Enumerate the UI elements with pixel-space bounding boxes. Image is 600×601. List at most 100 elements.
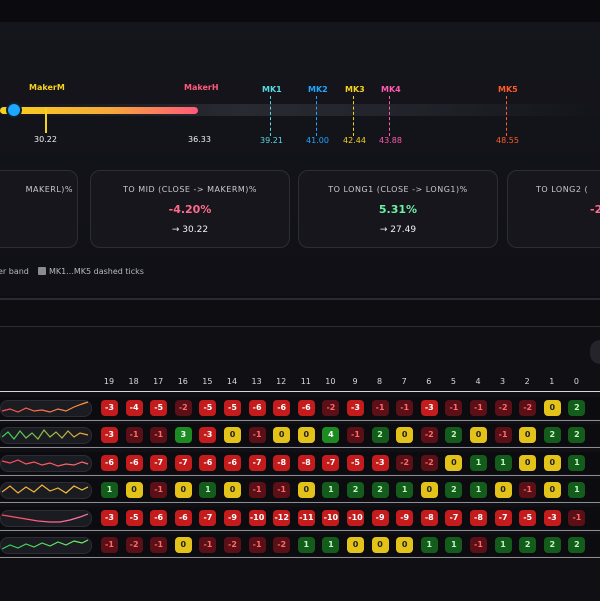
sparkline-path <box>1 429 89 440</box>
grid-cell: 0 <box>125 482 143 498</box>
card-title: TO LONG1 (CLOSE -> LONG1)% <box>328 185 468 194</box>
grid-cell: -3 <box>371 455 389 471</box>
mark-tick-3 <box>353 96 354 136</box>
grid-cell: 1 <box>420 537 438 553</box>
grid-cell: -2 <box>224 537 241 553</box>
mark-tick-1 <box>270 96 271 136</box>
column-header: 5 <box>450 377 456 386</box>
card-to-mid: TO MID (CLOSE -> MAKERM)% -4.20% → 30.22 <box>90 170 290 248</box>
legend-dashed-text: MK1...MK5 dashed ticks <box>49 267 144 276</box>
grid-cell: 3 <box>174 427 192 443</box>
row-divider <box>0 502 600 503</box>
legend-swatch <box>38 267 46 275</box>
grid-cell: -9 <box>371 510 389 526</box>
column-header: 13 <box>251 377 262 386</box>
column-header: 1 <box>549 377 555 386</box>
grid-cell: -1 <box>150 482 168 498</box>
column-header: 8 <box>377 377 383 386</box>
sparkline-path <box>1 513 89 523</box>
grid-cell: -6 <box>125 455 143 471</box>
grid-cell: 2 <box>543 427 561 443</box>
sparkline-box <box>0 400 92 417</box>
grid-cell: 1 <box>568 482 586 498</box>
grid-cell: -2 <box>273 537 291 553</box>
sparkline-path <box>1 539 89 550</box>
grid-cell: 0 <box>297 482 315 498</box>
row-divider <box>0 447 600 448</box>
grid-cell: -1 <box>248 427 266 443</box>
grid-cell: 1 <box>322 482 340 498</box>
grid-cell: -1 <box>470 537 487 553</box>
grid-cell: 1 <box>470 482 487 498</box>
card-title: TO MID (CLOSE -> MAKERM)% <box>122 185 258 194</box>
sparkline <box>1 484 89 494</box>
column-header: 17 <box>153 377 164 386</box>
grid-cell: -9 <box>396 510 414 526</box>
column-header: 6 <box>426 377 432 386</box>
sparkline-path <box>1 484 89 494</box>
row-divider <box>0 475 600 476</box>
grid-cell: -9 <box>224 510 241 526</box>
row-divider <box>0 557 600 558</box>
grid-cell: -10 <box>347 510 364 526</box>
grid-cell: 1 <box>322 537 340 553</box>
grid-cell: -7 <box>150 455 168 471</box>
current-price-marker[interactable] <box>6 102 22 118</box>
grid-cell: 0 <box>494 482 512 498</box>
price-levels-panel <box>0 22 600 296</box>
grid-cell: 0 <box>519 427 537 443</box>
grid-cell: -2 <box>420 455 438 471</box>
grid-cell: -10 <box>248 510 266 526</box>
grid-cell: -5 <box>347 455 364 471</box>
grid-cell: 2 <box>543 537 561 553</box>
grid-cell: -6 <box>199 455 217 471</box>
sparkline <box>1 429 89 440</box>
mark-tick-2 <box>316 96 317 136</box>
grid-cell: 0 <box>543 455 561 471</box>
grid-cell: -6 <box>273 400 291 416</box>
grid-cell: -7 <box>199 510 217 526</box>
grid-cell: -1 <box>248 482 266 498</box>
column-header: 14 <box>226 377 238 386</box>
mark-value-4: 43.88 <box>379 136 402 145</box>
grid-cell: -5 <box>199 400 217 416</box>
grid-cell: 1 <box>568 455 586 471</box>
header-divider <box>0 391 600 392</box>
divider <box>0 298 600 300</box>
sparkline-path <box>1 459 89 467</box>
scroll-handle[interactable] <box>590 340 600 364</box>
sparkline <box>1 401 89 413</box>
grid-cell: -1 <box>199 537 217 553</box>
card-percent: 5.31% <box>378 203 418 216</box>
card-title: TO LONG2 ( <box>536 185 589 194</box>
grid-cell: -3 <box>543 510 561 526</box>
column-header: 2 <box>524 377 530 386</box>
grid-cell: -8 <box>420 510 438 526</box>
maker-h-label: MakerH <box>184 83 219 92</box>
grid-cell: -7 <box>174 455 192 471</box>
grid-cell: 0 <box>273 427 291 443</box>
grid-cell: -7 <box>322 455 340 471</box>
grid-cell: 0 <box>543 400 561 416</box>
sparkline <box>1 539 89 550</box>
grid-cell: -1 <box>494 427 512 443</box>
grid-cell: -5 <box>150 400 168 416</box>
grid-cell: 0 <box>396 537 414 553</box>
grid-cell: -3 <box>199 427 217 443</box>
grid-cell: 2 <box>371 482 389 498</box>
maker-h-value: 36.33 <box>188 135 211 144</box>
grid-cell: -1 <box>470 400 487 416</box>
card-value: → 30.22 <box>171 225 209 235</box>
grid-cell: -6 <box>174 510 192 526</box>
column-header: 3 <box>500 377 506 386</box>
grid-cell: 2 <box>347 482 364 498</box>
column-header: 12 <box>276 377 287 386</box>
card-to-long1: TO LONG1 (CLOSE -> LONG1)% 5.31% → 27.49 <box>298 170 498 248</box>
maker-m-tick <box>45 107 47 133</box>
grid-cell: -1 <box>150 427 168 443</box>
grid-cell: 1 <box>470 455 487 471</box>
grid-cell: -3 <box>420 400 438 416</box>
grid-cell: 1 <box>199 482 217 498</box>
mark-value-2: 41.00 <box>306 136 329 145</box>
grid-cell: -1 <box>150 537 168 553</box>
